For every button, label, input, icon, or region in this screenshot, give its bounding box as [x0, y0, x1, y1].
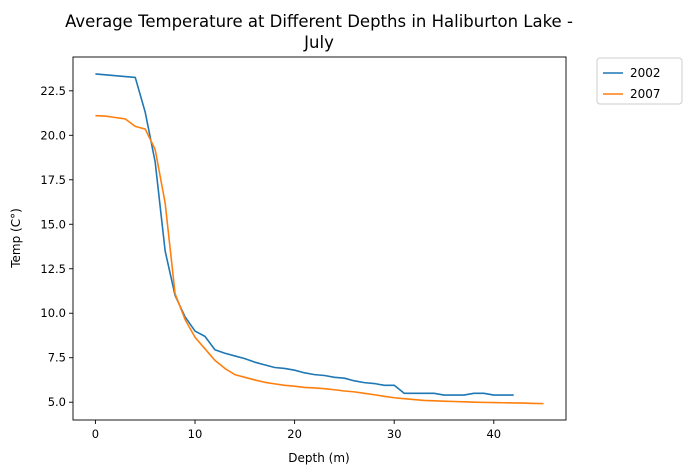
legend: 2002 2007 [596, 57, 683, 105]
x-tick-label: 10 [188, 427, 203, 441]
plot-frame [72, 56, 567, 421]
x-tick-label: 0 [92, 427, 99, 441]
y-tick-label: 5.0 [48, 395, 66, 409]
y-tick-label: 17.5 [40, 173, 66, 187]
chart-title-line2: July [303, 33, 334, 52]
legend-label-2007: 2007 [630, 87, 661, 101]
y-tick-label: 15.0 [40, 217, 66, 231]
x-tick-label: 40 [486, 427, 501, 441]
y-tick-label: 22.5 [40, 84, 66, 98]
legend-box [596, 57, 683, 105]
x-tick-label: 30 [387, 427, 402, 441]
y-axis-ticks: 5.0 7.5 10.0 12.5 15.0 17.5 20.0 22.5 [40, 84, 73, 409]
x-axis-ticks: 0 10 20 30 40 [92, 420, 501, 441]
y-tick-label: 20.0 [40, 128, 66, 142]
y-axis-label: Temp (C°) [9, 208, 23, 269]
series-line-2002 [95, 73, 514, 396]
x-tick-label: 20 [287, 427, 302, 441]
y-tick-label: 10.0 [40, 306, 66, 320]
chart-title-line1: Average Temperature at Different Depths … [65, 12, 573, 31]
x-axis-label: Depth (m) [288, 451, 349, 465]
plot-area [95, 73, 544, 405]
series-line-2007 [95, 114, 544, 405]
legend-label-2002: 2002 [630, 66, 661, 80]
y-tick-label: 7.5 [48, 351, 66, 365]
y-tick-label: 12.5 [40, 262, 66, 276]
